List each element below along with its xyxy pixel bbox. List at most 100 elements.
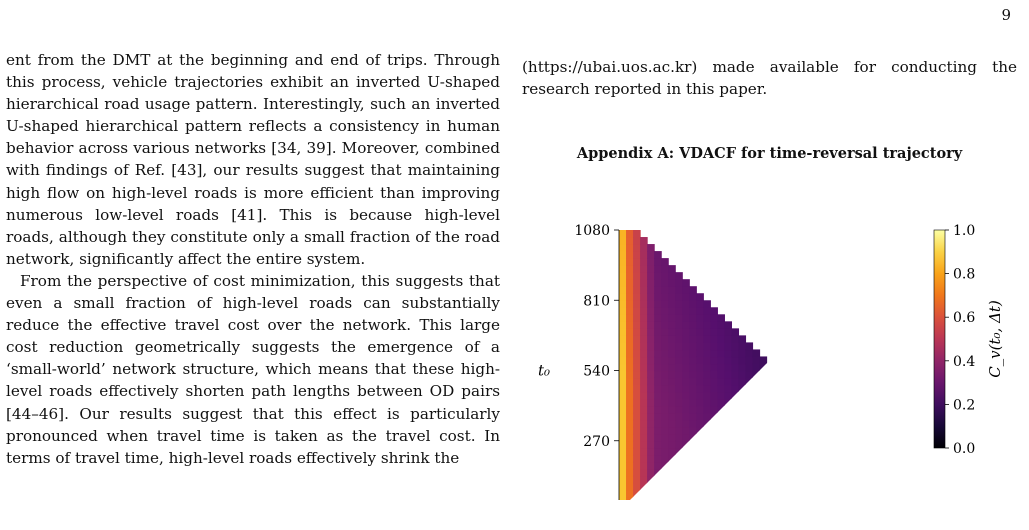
heatmap-cell [787, 405, 796, 414]
heatmap-cell [668, 489, 676, 498]
heatmap-cell [843, 482, 852, 491]
heatmap-cell [640, 307, 648, 315]
heatmap-cell [696, 356, 704, 365]
heatmap-cell [647, 440, 655, 449]
heatmap-cell [843, 475, 852, 484]
heatmap-cell [710, 405, 718, 414]
heatmap-cell [724, 335, 732, 343]
heatmap-cell [724, 398, 732, 407]
heatmap-cell [759, 412, 768, 421]
heatmap-cell [731, 433, 740, 442]
heatmap-cell [773, 461, 782, 470]
heatmap-cell [668, 342, 676, 351]
heatmap-cell [703, 356, 711, 365]
heatmap-cell [808, 419, 817, 428]
heatmap-cell [836, 461, 845, 470]
heatmap-cell [738, 412, 747, 421]
heatmap-cell [850, 461, 859, 470]
heatmap-cell [710, 447, 718, 456]
heatmap-cell [640, 377, 648, 386]
heatmap-cell [766, 398, 775, 407]
vdacf-heatmap-figure: 0270540810108002705408101080Δtt₀ 0.00.20… [538, 223, 1004, 500]
heatmap-cell [717, 349, 725, 358]
heatmap-cell [661, 433, 669, 442]
heatmap-cell [794, 461, 803, 470]
heatmap-cell [675, 412, 683, 421]
heatmap-cell [640, 244, 648, 252]
heatmap-cell [675, 342, 683, 351]
heatmap-cell [696, 440, 704, 449]
heatmap-cell [668, 279, 676, 287]
heatmap-cell [675, 384, 683, 393]
heatmap-cell [647, 321, 655, 329]
heatmap-cell [654, 293, 662, 301]
heatmap-cell [661, 482, 669, 491]
heatmap-cell [654, 279, 662, 287]
heatmap-cell [717, 454, 725, 463]
left-column: ent from the DMT at the beginning and en… [6, 49, 500, 469]
heatmap-cell [815, 496, 824, 500]
heatmap-cell [661, 307, 669, 315]
heatmap-cell [731, 335, 740, 343]
heatmap-cell [619, 384, 627, 393]
heatmap-cell [689, 384, 697, 393]
heatmap-cell [731, 412, 740, 421]
heatmap-cell [738, 370, 747, 379]
heatmap-cell [836, 447, 845, 456]
heatmap-cell [640, 363, 648, 372]
heatmap-cell [668, 468, 676, 477]
heatmap-cell [815, 426, 824, 435]
heatmap-cell [836, 496, 845, 500]
heatmap-cell [815, 412, 824, 421]
heatmap-cell [703, 426, 711, 435]
heatmap-cell [703, 454, 711, 463]
heatmap-cell [682, 468, 690, 477]
heatmap-cell [640, 440, 648, 449]
heatmap-cell [647, 433, 655, 442]
heatmap-cell [836, 475, 845, 484]
heatmap-cell [696, 384, 704, 393]
heatmap-cell [780, 440, 789, 449]
heatmap-cell [654, 482, 662, 491]
heatmap-cell [640, 496, 648, 500]
heatmap-cell [619, 321, 627, 329]
heatmap-cell [766, 468, 775, 477]
heatmap-cell [759, 496, 768, 500]
heatmap-cell [661, 475, 669, 484]
heatmap-cell [647, 335, 655, 343]
heatmap-cell [717, 398, 725, 407]
heatmap-cell [654, 468, 662, 477]
heatmap-cell [822, 433, 831, 442]
heatmap-plot [619, 230, 900, 500]
heatmap-cell [633, 405, 641, 414]
colorbar-gradient [933, 229, 946, 449]
heatmap-cell [682, 447, 690, 456]
heatmap-cell [850, 468, 859, 477]
heatmap-cell [738, 496, 747, 500]
heatmap-cell [640, 454, 648, 463]
heatmap-cell [836, 468, 845, 477]
heatmap-cell [668, 426, 676, 435]
heatmap-cell [647, 405, 655, 414]
heatmap-cell [619, 314, 627, 322]
heatmap-cell [654, 398, 662, 407]
heatmap-cell [682, 482, 690, 491]
heatmap-cell [829, 426, 838, 435]
heatmap-cell [773, 426, 782, 435]
heatmap-cell [668, 475, 676, 484]
heatmap-cell [836, 433, 845, 442]
heatmap-cell [752, 454, 761, 463]
heatmap-cell [640, 412, 648, 421]
heatmap-cell [752, 482, 761, 491]
heatmap-cell [773, 489, 782, 498]
heatmap-cell [752, 412, 761, 421]
heatmap-cell [703, 321, 711, 329]
heatmap-cell [731, 377, 740, 386]
heatmap-cell [787, 384, 796, 393]
heatmap-cell [780, 461, 789, 470]
heatmap-cell [647, 328, 655, 336]
heatmap-cell [696, 468, 704, 477]
heatmap-cell [738, 461, 747, 470]
heatmap-cell [675, 461, 683, 470]
heatmap-cell [703, 412, 711, 421]
